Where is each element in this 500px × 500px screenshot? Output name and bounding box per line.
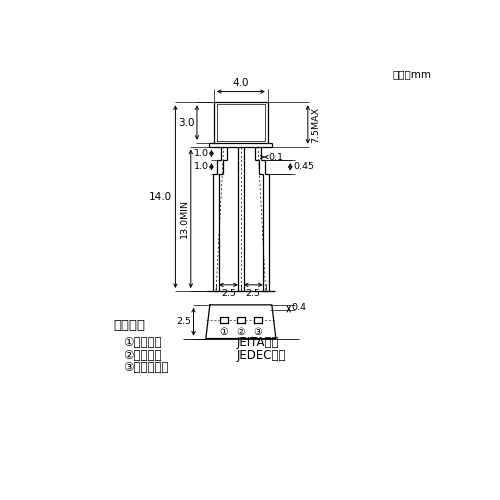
Text: 1.0: 1.0 [194, 149, 209, 158]
Text: 単位：mm: 単位：mm [393, 69, 432, 79]
Text: 電極接続: 電極接続 [114, 320, 146, 332]
Text: 2.5: 2.5 [246, 288, 261, 298]
Text: 0.45: 0.45 [294, 162, 314, 172]
Text: ①：ソース: ①：ソース [123, 336, 162, 349]
Text: 13.0MIN: 13.0MIN [180, 200, 188, 238]
Text: 4.0: 4.0 [232, 78, 249, 88]
Text: 2.5: 2.5 [221, 288, 236, 298]
Text: 1.0: 1.0 [194, 162, 209, 172]
Text: 0.1: 0.1 [268, 152, 283, 162]
Text: JEITA：ー: JEITA：ー [237, 336, 280, 349]
Polygon shape [220, 317, 228, 323]
Polygon shape [210, 143, 272, 146]
Polygon shape [214, 102, 268, 143]
Polygon shape [206, 305, 276, 338]
Text: ③：ドレイン: ③：ドレイン [123, 361, 168, 374]
Text: 3.0: 3.0 [178, 118, 194, 128]
Text: ③: ③ [254, 327, 262, 337]
Text: ①: ① [220, 327, 228, 337]
Text: ②：ゲート: ②：ゲート [123, 349, 162, 362]
Text: 0.4: 0.4 [292, 303, 307, 312]
Text: 7.5MAX: 7.5MAX [311, 106, 320, 142]
Text: JEDEC：ー: JEDEC：ー [237, 349, 286, 362]
Text: 14.0: 14.0 [149, 192, 172, 202]
Text: 2.5: 2.5 [176, 317, 191, 326]
Polygon shape [237, 317, 244, 323]
Text: ②: ② [236, 327, 245, 337]
Polygon shape [254, 317, 262, 323]
